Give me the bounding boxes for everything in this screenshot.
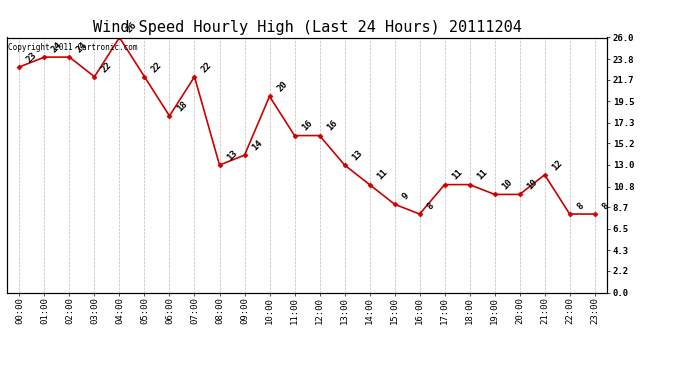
Text: 11: 11 bbox=[450, 168, 464, 182]
Text: 24: 24 bbox=[50, 40, 64, 54]
Text: 10: 10 bbox=[500, 178, 514, 192]
Text: 23: 23 bbox=[25, 50, 39, 64]
Text: 26: 26 bbox=[125, 21, 139, 35]
Text: 13: 13 bbox=[350, 148, 364, 162]
Text: 13: 13 bbox=[225, 148, 239, 162]
Text: 22: 22 bbox=[200, 60, 214, 74]
Text: Copyright 2011 Cartronic.com: Copyright 2011 Cartronic.com bbox=[8, 43, 137, 52]
Text: 24: 24 bbox=[75, 40, 89, 54]
Text: 16: 16 bbox=[300, 119, 314, 133]
Text: 9: 9 bbox=[400, 191, 411, 201]
Text: 8: 8 bbox=[425, 201, 435, 211]
Text: 12: 12 bbox=[550, 158, 564, 172]
Text: 14: 14 bbox=[250, 138, 264, 152]
Text: 22: 22 bbox=[100, 60, 114, 74]
Text: 11: 11 bbox=[375, 168, 389, 182]
Text: 20: 20 bbox=[275, 80, 289, 94]
Text: 10: 10 bbox=[525, 178, 539, 192]
Text: 8: 8 bbox=[600, 201, 611, 211]
Title: Wind Speed Hourly High (Last 24 Hours) 20111204: Wind Speed Hourly High (Last 24 Hours) 2… bbox=[92, 20, 522, 35]
Text: 8: 8 bbox=[575, 201, 585, 211]
Text: 22: 22 bbox=[150, 60, 164, 74]
Text: 16: 16 bbox=[325, 119, 339, 133]
Text: 11: 11 bbox=[475, 168, 489, 182]
Text: 18: 18 bbox=[175, 99, 189, 113]
